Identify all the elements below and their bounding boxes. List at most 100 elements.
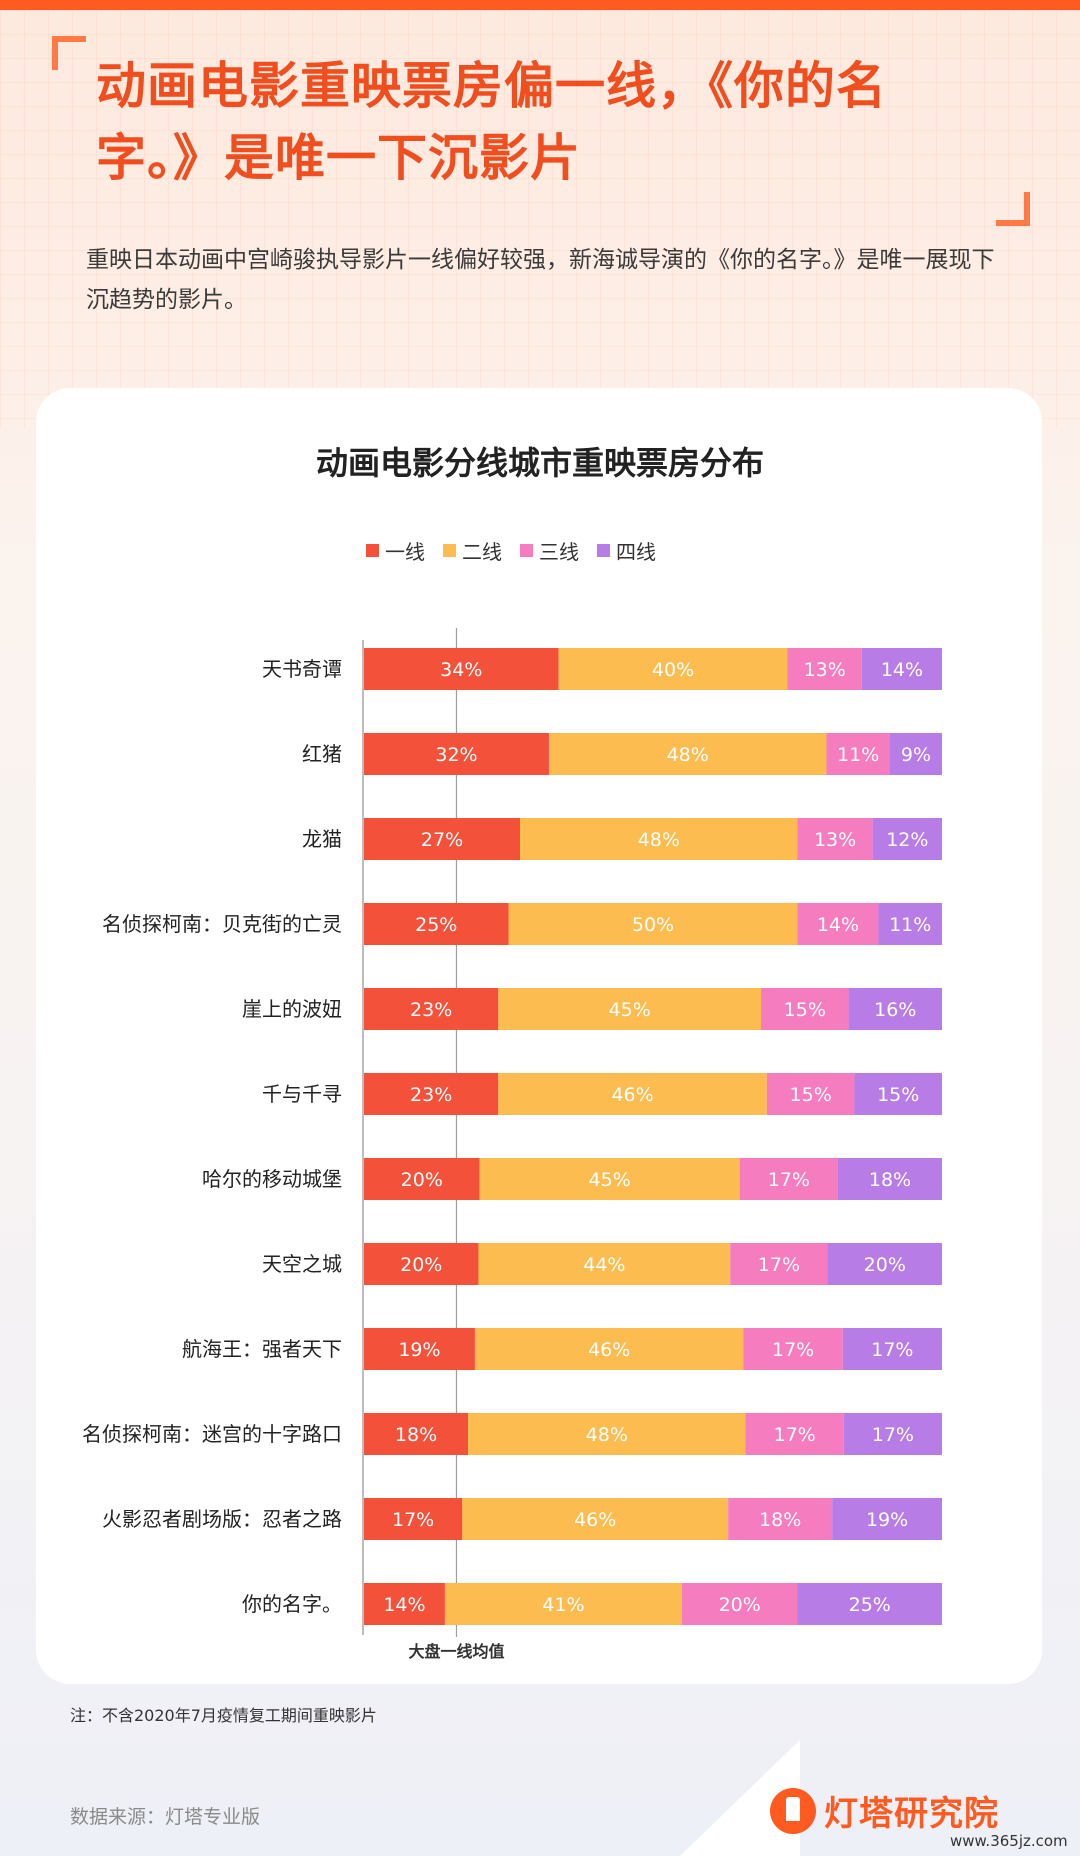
bar-segment [364, 1073, 499, 1115]
bar-segment [364, 1583, 445, 1625]
category-label: 崖上的波妞 [242, 997, 342, 1021]
top-accent-bar [0, 0, 1080, 10]
data-label: 20% [401, 1169, 443, 1191]
category-label: 名侦探柯南：迷宫的十字路口 [82, 1422, 342, 1446]
category-label: 天空之城 [262, 1252, 342, 1276]
data-label: 23% [410, 1084, 452, 1106]
legend-swatch [520, 544, 533, 557]
data-label: 19% [398, 1339, 440, 1361]
data-label: 9% [901, 744, 931, 766]
data-label: 41% [542, 1594, 584, 1616]
bar-segment [364, 818, 521, 860]
bar-segment [364, 648, 559, 690]
brand-logo: 灯塔研究院 [770, 1786, 999, 1835]
data-label: 32% [435, 744, 477, 766]
bar-segment [681, 1583, 798, 1625]
bar-segment [364, 1328, 475, 1370]
chart-title: 动画电影分线城市重映票房分布 [315, 444, 764, 482]
legend-swatch [597, 544, 610, 557]
bar-segment [520, 818, 798, 860]
bar-segment [364, 1158, 480, 1200]
bar-segment [444, 1583, 682, 1625]
data-label: 17% [871, 1339, 913, 1361]
bar-segment [498, 988, 762, 1030]
bar-segment [364, 903, 509, 945]
page-subtitle: 重映日本动画中宫崎骏执导影片一线偏好较强，新海诚导演的《你的名字。》是唯一展现下… [86, 247, 995, 313]
bar-segment [730, 1243, 828, 1285]
brand-name: 灯塔研究院 [824, 1794, 999, 1834]
data-label: 15% [790, 1084, 832, 1106]
legend-swatch [443, 544, 456, 557]
data-label: 46% [574, 1509, 616, 1531]
bar-segment [739, 1158, 838, 1200]
bar-segment [468, 1413, 746, 1455]
data-label: 46% [611, 1084, 653, 1106]
category-label: 哈尔的移动城堡 [202, 1167, 342, 1191]
bar-segment [872, 818, 942, 860]
data-label: 14% [881, 659, 923, 681]
bar-segment [826, 733, 890, 775]
bar-segment [889, 733, 942, 775]
data-label: 20% [719, 1594, 761, 1616]
category-label: 千与千寻 [262, 1082, 342, 1106]
bar-segment [797, 1583, 942, 1625]
data-label: 45% [589, 1169, 631, 1191]
bar-segment [474, 1328, 744, 1370]
page-headline: 动画电影重映票房偏一线，《你的名字。》是唯一下沉影片 [96, 57, 887, 187]
bar-segment [364, 1413, 469, 1455]
data-label: 11% [837, 744, 879, 766]
footnote: 注：不含2020年7月疫情复工期间重映影片 [70, 1706, 377, 1725]
bar-segment [837, 1158, 942, 1200]
bar-segment [843, 1413, 942, 1455]
bar-segment [364, 988, 499, 1030]
bar-segment [854, 1073, 942, 1115]
data-label: 50% [632, 914, 674, 936]
data-label: 13% [814, 829, 856, 851]
legend-label: 四线 [616, 540, 656, 564]
data-source: 数据来源：灯塔专业版 [70, 1806, 261, 1828]
reference-line-label: 大盘一线均值 [408, 1642, 504, 1661]
category-label: 红猪 [302, 742, 342, 766]
data-label: 17% [772, 1339, 814, 1361]
bar-segment [364, 1498, 463, 1540]
category-label: 航海王：强者天下 [182, 1337, 342, 1361]
category-label: 火影忍者剧场版：忍者之路 [102, 1507, 342, 1531]
data-label: 17% [392, 1509, 434, 1531]
data-label: 18% [395, 1424, 437, 1446]
data-label: 16% [874, 999, 916, 1021]
bar-segment [728, 1498, 833, 1540]
data-label: 45% [609, 999, 651, 1021]
legend-label: 三线 [539, 540, 579, 564]
bar-segment [548, 733, 827, 775]
header-grid-background [0, 10, 1080, 430]
bar-segment [745, 1413, 844, 1455]
lighthouse-icon [770, 1787, 816, 1834]
data-label: 14% [383, 1594, 425, 1616]
chart-card [36, 388, 1042, 1684]
watermark: www.365jz.com [950, 1832, 1068, 1850]
data-label: 18% [869, 1169, 911, 1191]
data-label: 20% [400, 1254, 442, 1276]
legend-swatch [366, 544, 379, 557]
bar-segment [848, 988, 942, 1030]
bar-segment [462, 1498, 729, 1540]
data-label: 15% [877, 1084, 919, 1106]
data-label: 19% [866, 1509, 908, 1531]
category-label: 龙猫 [302, 827, 342, 851]
data-label: 13% [804, 659, 846, 681]
bar-segment [827, 1243, 942, 1285]
legend-item-tier2: 二线 [443, 536, 502, 565]
corner-bracket-bottom-right [996, 192, 1030, 226]
data-label: 17% [758, 1254, 800, 1276]
data-label: 48% [667, 744, 709, 766]
bar-segment [558, 648, 788, 690]
data-label: 25% [849, 1594, 891, 1616]
data-label: 15% [784, 999, 826, 1021]
bar-segment [364, 1243, 479, 1285]
legend-item-tier1: 一线 [366, 536, 425, 565]
data-label: 12% [886, 829, 928, 851]
data-label: 48% [638, 829, 680, 851]
data-label: 40% [652, 659, 694, 681]
legend-item-tier3: 三线 [520, 536, 579, 565]
